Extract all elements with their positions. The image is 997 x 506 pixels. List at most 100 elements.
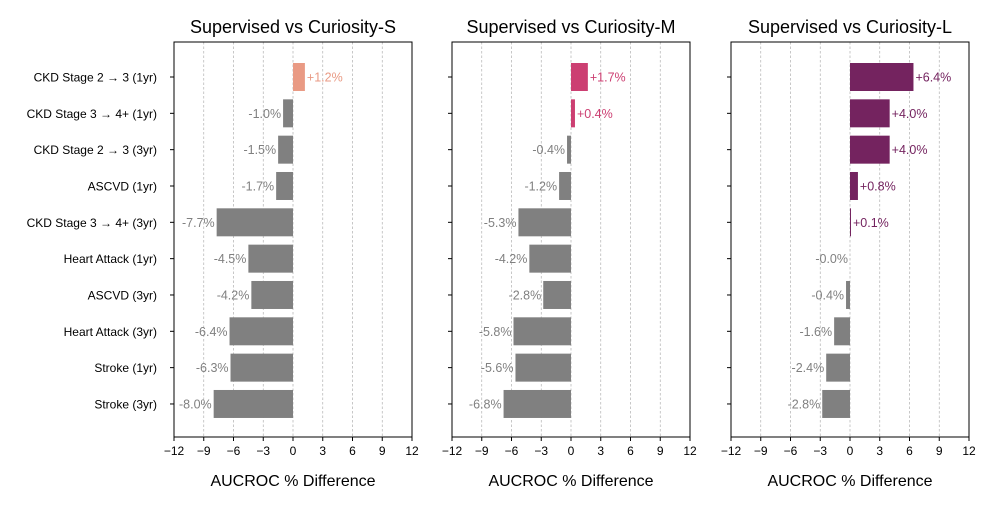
bar-7 [846,280,850,309]
bar-value-label: -2.8% [788,397,821,411]
y-tick-label: CKD Stage 3 → 4+ (3yr) [27,216,157,230]
bar-value-label: -7.7% [182,216,215,230]
bar-7 [251,280,293,309]
y-tick-label: Heart Attack (1yr) [64,252,157,266]
x-tick-label: 0 [290,444,297,458]
bar-value-label: -4.2% [495,252,528,266]
bar-1 [571,63,588,91]
chart-panel-2: +1.7% +0.4% -0.4% -1.2% -5.3% -4.2% -2.8% -5.8%… [442,17,697,490]
bar-value-label: +4.0% [892,107,928,121]
x-tick-label: 9 [379,444,386,458]
bar-1 [293,63,305,91]
bar-4 [276,171,293,200]
x-tick-label: 9 [657,444,664,458]
x-tick-label: 3 [597,444,604,458]
bar-value-label: -0.4% [532,143,565,157]
y-tick-label: ASCVD (1yr) [88,179,157,193]
x-tick-label: 12 [962,444,976,458]
bar-5 [518,208,571,237]
x-tick-label: 3 [319,444,326,458]
bar-value-label: -5.3% [484,216,517,230]
bar-value-label: -4.2% [217,288,250,302]
bar-value-label: -6.4% [195,325,228,339]
x-axis-label: AUCROC % Difference [488,473,653,490]
bar-3 [567,135,571,164]
bar-value-label: -6.8% [469,397,502,411]
y-tick-label: CKD Stage 3 → 4+ (1yr) [27,107,157,121]
bar-value-label: -4.5% [214,252,247,266]
bar-value-label: -1.6% [799,325,832,339]
x-tick-label: 0 [847,444,854,458]
bar-7 [543,280,571,309]
bar-1 [850,63,914,91]
bar-value-label: +0.8% [860,179,896,193]
bar-value-label: -0.0% [815,252,848,266]
bar-9 [826,353,850,382]
x-tick-label: 0 [568,444,575,458]
x-tick-label: 6 [349,444,356,458]
chart-title: Supervised vs Curiosity-L [748,17,952,37]
x-tick-label: 9 [936,444,943,458]
bar-9 [515,353,571,382]
bar-value-label: +0.1% [853,216,889,230]
bar-value-label: +1.2% [307,71,343,85]
x-tick-label: 6 [906,444,913,458]
bar-value-label: -1.7% [241,179,274,193]
bar-6 [529,244,571,273]
y-tick-label: ASCVD (3yr) [88,288,157,302]
bar-2 [571,99,575,128]
bar-4 [559,171,571,200]
chart-panel-3: +6.4% +4.0% +4.0% +0.8% +0.1% -0.0% -0.4% -1.6%… [721,17,976,490]
bar-5 [850,208,851,237]
bar-10 [822,389,850,418]
bar-value-label: -2.4% [792,361,825,375]
chart-panel-1: +1.2% -1.0% -1.5% -1.7% -7.7% -4.5% -4.2% -6.4%… [27,17,419,490]
x-tick-label: −9 [754,444,768,458]
x-tick-label: −12 [721,444,742,458]
bar-3 [278,135,293,164]
bar-2 [850,99,890,128]
bar-value-label: -5.6% [481,361,514,375]
bar-value-label: -8.0% [179,397,212,411]
x-tick-label: 12 [683,444,697,458]
x-tick-label: −9 [475,444,489,458]
x-tick-label: −12 [164,444,185,458]
x-tick-label: −12 [442,444,463,458]
bar-value-label: -0.4% [811,288,844,302]
bar-10 [503,389,571,418]
bar-value-label: -6.3% [196,361,229,375]
bar-5 [216,208,293,237]
bar-6 [248,244,293,273]
bar-8 [229,317,293,346]
x-tick-label: −6 [505,444,519,458]
y-tick-label: CKD Stage 2 → 3 (1yr) [34,71,157,85]
bar-8 [513,317,571,346]
bar-value-label: +0.4% [577,107,613,121]
bar-2 [283,99,293,128]
bar-value-label: -1.5% [243,143,276,157]
x-tick-label: −6 [227,444,241,458]
x-tick-label: 6 [627,444,634,458]
bar-value-label: +6.4% [915,71,951,85]
bar-8 [834,317,850,346]
bar-value-label: -2.8% [509,288,542,302]
y-tick-label: Heart Attack (3yr) [64,325,157,339]
x-tick-label: 12 [405,444,419,458]
x-tick-label: 3 [876,444,883,458]
y-tick-label: Stroke (3yr) [94,397,157,411]
x-tick-label: −3 [256,444,270,458]
y-tick-label: CKD Stage 2 → 3 (3yr) [34,143,157,157]
x-axis-label: AUCROC % Difference [210,473,375,490]
bar-value-label: +1.7% [590,71,626,85]
bar-3 [850,135,890,164]
bar-value-label: +4.0% [892,143,928,157]
bar-value-label: -5.8% [479,325,512,339]
bar-10 [213,389,293,418]
x-tick-label: −3 [534,444,548,458]
x-tick-label: −6 [784,444,798,458]
y-tick-label: Stroke (1yr) [94,361,157,375]
bar-value-label: -1.2% [524,179,557,193]
x-tick-label: −9 [197,444,211,458]
x-tick-label: −3 [813,444,827,458]
